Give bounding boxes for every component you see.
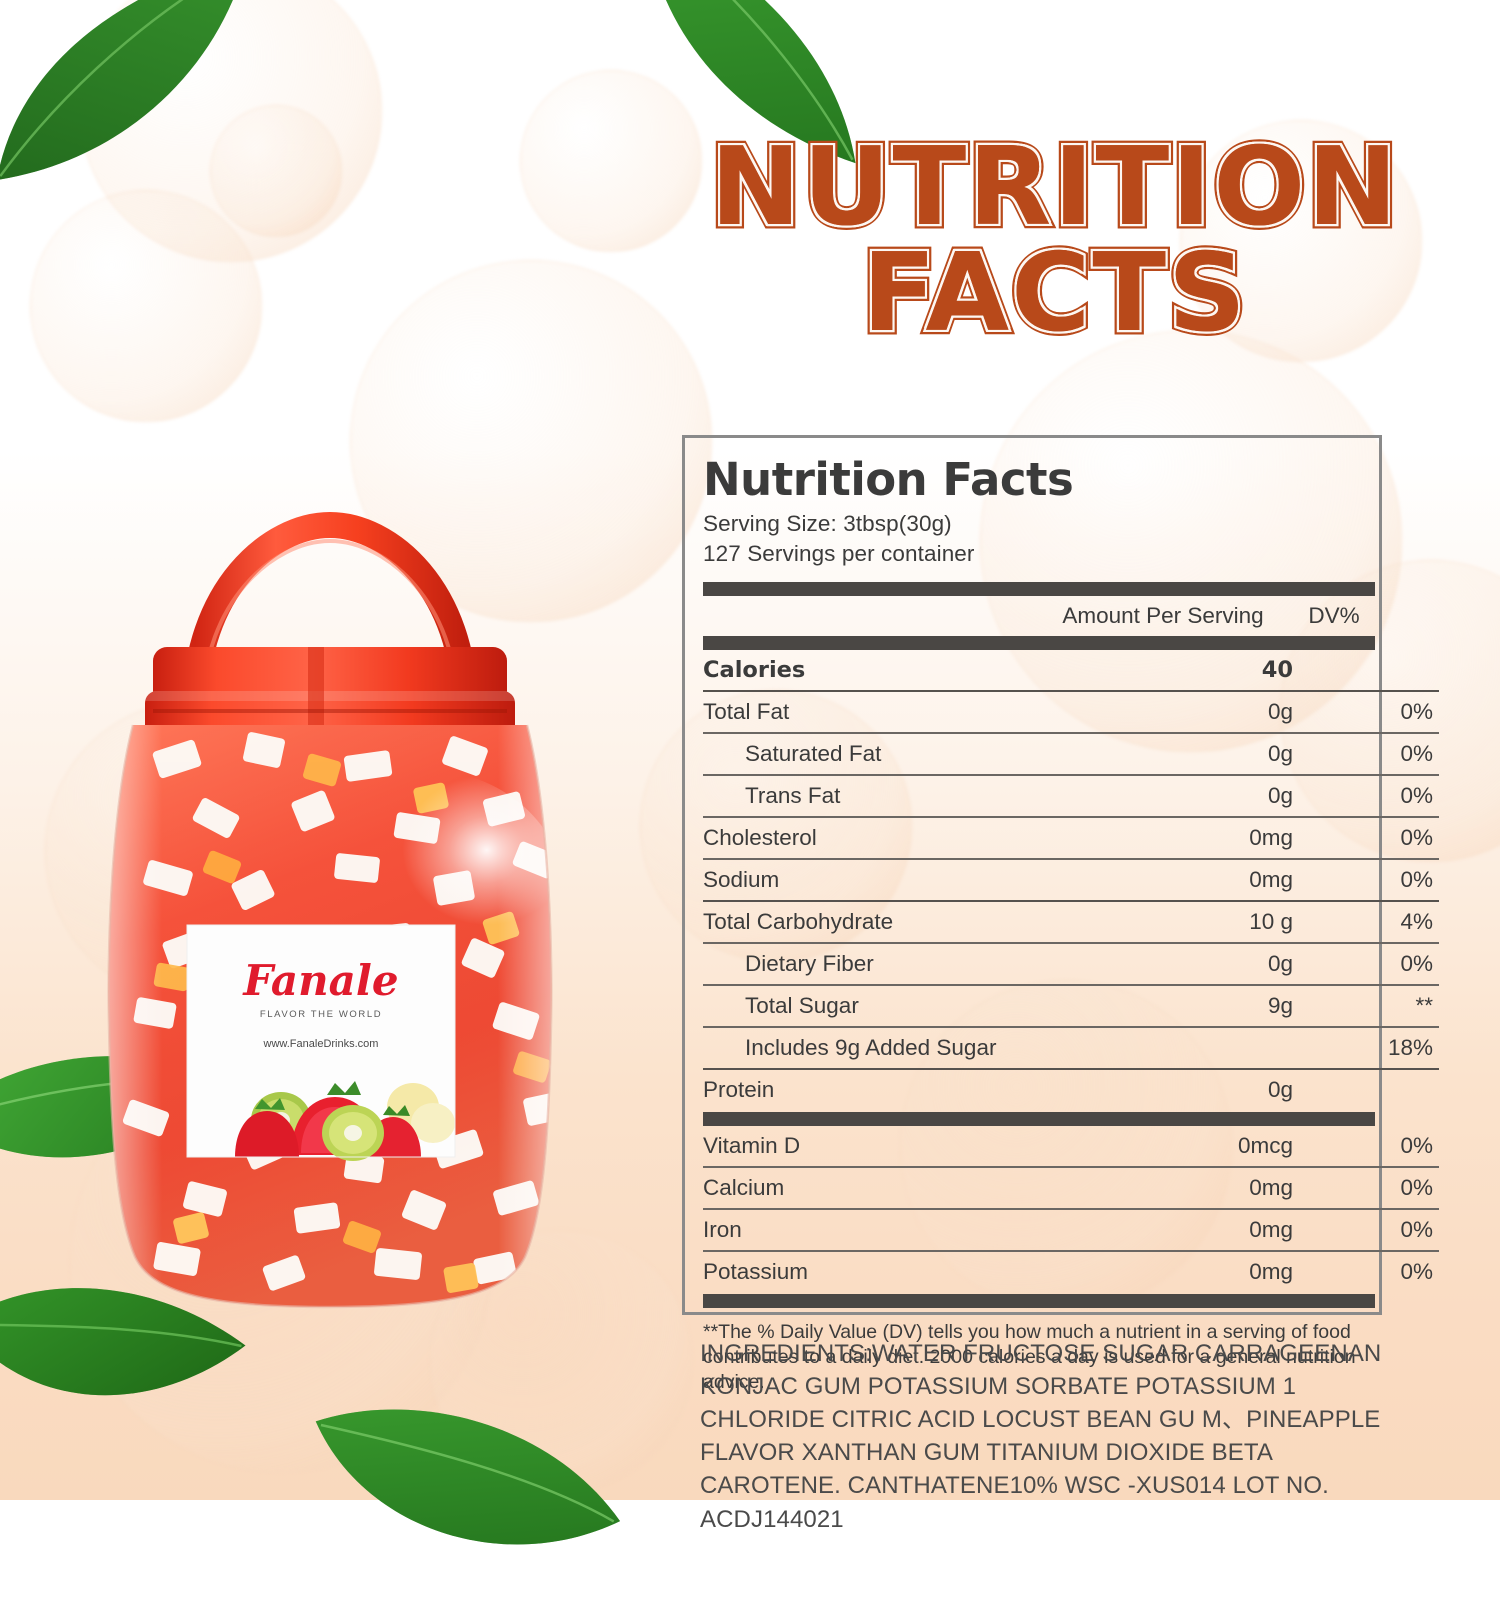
brand-website-text: www.FanaleDrinks.com [263,1038,379,1050]
row-label: Calcium [703,1166,1033,1210]
row-label: Saturated Fat [703,732,1033,776]
nutrition-table-body: Calories 40 Total Fat 0g 0% Saturated Fat 0… [703,649,1439,1110]
footnote-top-divider [703,1293,1375,1308]
row-label: Trans Fat [703,774,1033,818]
table-row: Iron 0mg 0% [703,1208,1439,1252]
brand-name-text: Fanale [242,956,398,1005]
column-header-amount: Amount Per Serving [1062,602,1264,628]
servings-per-container-text: 127 Servings per container [703,540,975,566]
brand-tagline-text: FLAVOR THE WORLD [260,1009,382,1020]
row-label: Sodium [703,858,1033,902]
row-amount-calories: 40 [1033,649,1351,692]
row-dv: 0% [1351,942,1439,986]
title-text-facts: FACTS [858,230,1251,356]
micronutrients-top-divider [703,1111,1375,1126]
row-dv-calories [1351,649,1439,692]
row-dv: 0% [1400,1258,1433,1284]
row-dv: 0% [1351,1208,1439,1252]
table-row: Potassium 0mg 0% [703,1251,1439,1292]
serving-size-text: Serving Size: 3tbsp(30g) [703,511,952,537]
table-row: Cholesterol 0mg 0% [703,816,1439,860]
row-label: Iron [703,1208,1033,1252]
nutrition-table-main: Amount Per Serving DV% [703,596,1375,636]
row-amount: 9g [1033,984,1351,1028]
row-dv: 0% [1351,1166,1439,1210]
table-row: Dietary Fiber 0g 0% [703,942,1439,986]
table-header-row: Amount Per Serving DV% [703,596,1375,636]
table-row-calories: Calories 40 [703,649,1439,692]
table-row: Includes 9g Added Sugar 18% [703,1026,1439,1070]
product-label: Fanale FLAVOR THE WORLD www.FanaleDrinks… [186,924,456,1161]
table-row: Protein 0g [703,1069,1439,1110]
calories-top-divider [703,635,1375,650]
row-label: Vitamin D [703,1125,1033,1168]
row-amount: 0g [1033,942,1351,986]
nutrition-table-micronutrients: Vitamin D 0mcg 0% Calcium 0mg 0% Iron 0mg 0% P… [703,1125,1439,1292]
row-amount: 0mcg [1033,1125,1351,1168]
row-dv: 18% [1351,1026,1439,1070]
row-dv: 0% [1351,1125,1439,1168]
row-amount: 0mg [1033,1166,1351,1210]
column-header-dv: DV% [1308,602,1360,628]
title-text-nutrition: NUTRITION [706,125,1402,250]
row-label: Dietary Fiber [703,942,1033,986]
table-row: Sodium 0mg 0% [703,858,1439,902]
product-jar-image: Fanale FLAVOR THE WORLD www.FanaleDrinks… [95,495,565,1315]
row-label: Protein [703,1076,775,1102]
row-amount: 0g [1033,690,1351,734]
row-amount: 0mg [1033,816,1351,860]
row-dv [1351,1069,1439,1110]
table-row: Total Carbohydrate 10 g 4% [703,900,1439,944]
row-label: Cholesterol [703,816,1033,860]
row-dv: ** [1351,984,1439,1028]
row-dv: 0% [1351,732,1439,776]
row-dv: 0% [1351,690,1439,734]
label-fruit-illustration [235,1081,455,1161]
row-dv: 0% [1351,858,1439,902]
row-label: Includes 9g Added Sugar [703,1026,1351,1070]
row-amount: 0g [1033,732,1351,776]
nutrition-facts-panel: Nutrition Facts Serving Size: 3tbsp(30g)… [682,435,1439,1393]
row-label: Potassium [703,1258,809,1284]
table-row: Calcium 0mg 0% [703,1166,1439,1210]
ingredients-text: INGREDIENTS:WATER FRUCTOSE SUGAR CARRAGE… [700,1340,1382,1533]
row-amount: 0g [1267,1076,1293,1102]
row-amount: 0mg [1033,858,1351,902]
row-label: Total Fat [703,690,1033,734]
table-top-divider [703,581,1375,596]
row-amount: 0mg [1033,1208,1351,1252]
row-amount: 0mg [1249,1258,1293,1284]
row-label-calories: Calories [703,649,1033,692]
table-row: Total Sugar 9g ** [703,984,1439,1028]
page-title: NUTRITION NUTRITION NUTRITION FACTS FACT… [690,125,1420,356]
row-amount: 0g [1033,774,1351,818]
page-title-line-2: FACTS FACTS FACTS [858,230,1251,356]
row-dv: 0% [1351,774,1439,818]
row-label: Total Sugar [703,984,1033,1028]
nutrition-facts-heading: Nutrition Facts [703,453,1074,506]
row-amount: 10 g [1033,900,1351,944]
row-dv: 0% [1351,816,1439,860]
daily-value-footnote: **The % Daily Value (DV) tells you how m… [703,1320,1356,1393]
table-row: Total Fat 0g 0% [703,690,1439,734]
table-row: Saturated Fat 0g 0% [703,732,1439,776]
row-dv: 4% [1351,900,1439,944]
table-row: Trans Fat 0g 0% [703,774,1439,818]
row-label: Total Carbohydrate [703,900,1033,944]
page-title-line-1: NUTRITION NUTRITION NUTRITION [706,125,1402,250]
table-row: Vitamin D 0mcg 0% [703,1125,1439,1168]
